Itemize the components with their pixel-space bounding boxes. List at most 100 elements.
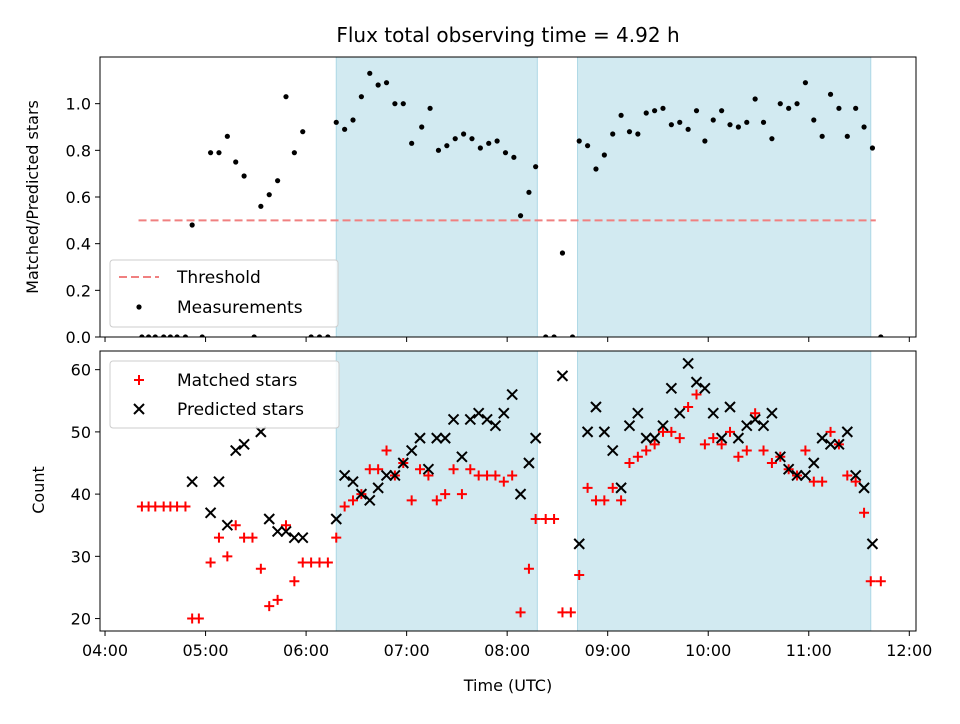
predicted-star-point — [816, 432, 828, 444]
matched-star-point — [842, 470, 853, 481]
predicted-star-point — [472, 407, 485, 419]
matched-star-point — [322, 557, 333, 568]
measurement-point — [719, 108, 725, 114]
measurement-point — [316, 334, 323, 337]
matched-star-point — [825, 426, 836, 437]
predicted-star-point — [204, 507, 217, 519]
matched-star-point — [272, 594, 283, 605]
bottom-y-tick-label: 40 — [71, 485, 91, 504]
matched-star-point — [339, 501, 350, 512]
matched-star-point — [239, 532, 250, 543]
matched-star-point — [808, 476, 819, 487]
x-tick-label: 10:00 — [685, 641, 731, 660]
top-plot-area — [138, 57, 884, 337]
matched-star-point — [297, 557, 308, 568]
measurement-point — [233, 159, 239, 165]
measurement-point — [342, 126, 348, 132]
matched-star-point — [766, 458, 777, 468]
legend-measurements-swatch — [136, 304, 142, 310]
matched-star-point — [230, 520, 241, 531]
matched-star-point — [306, 557, 317, 568]
predicted-star-point — [330, 513, 342, 525]
predicted-star-point — [255, 426, 267, 438]
bottom-observing-window-2 — [577, 351, 872, 631]
measurement-point — [486, 140, 492, 146]
predicted-star-point — [774, 451, 786, 463]
predicted-star-point — [506, 388, 518, 401]
matched-star-point — [523, 563, 534, 574]
bottom-y-tick-label: 20 — [71, 610, 91, 629]
predicted-star-point — [732, 432, 745, 444]
matched-star-point — [549, 514, 560, 524]
predicted-star-point — [799, 469, 812, 482]
matched-star-point — [364, 464, 375, 475]
matched-star-point — [649, 439, 660, 450]
measurement-point — [199, 334, 205, 337]
predicted-star-point — [422, 463, 435, 475]
measurement-point — [207, 150, 214, 156]
matched-star-point — [716, 439, 727, 450]
bottom-panel: 20 30 40 50 60 04:00 05:00 06:00 07:00 08:00 09:00… — [71, 350, 932, 660]
legend-threshold-label: Threshold — [176, 268, 261, 288]
measurement-point — [300, 129, 306, 135]
measurement-point — [182, 334, 189, 337]
predicted-star-point — [213, 475, 225, 488]
predicted-star-point — [581, 426, 594, 438]
matched-star-point — [448, 464, 459, 475]
bottom-legend — [109, 360, 340, 429]
measurement-point — [511, 154, 517, 160]
predicted-star-point — [347, 475, 359, 488]
top-y-tick-label: 0.8 — [66, 141, 91, 160]
measurement-point — [710, 117, 716, 123]
matched-star-point — [406, 495, 417, 506]
matched-star-point — [456, 489, 467, 500]
measurement-point — [569, 334, 576, 337]
measurement-point — [635, 131, 641, 137]
predicted-star-point — [338, 469, 351, 482]
top-y-axis-label: Matched/Predicted stars — [23, 100, 42, 294]
predicted-star-point — [715, 432, 728, 444]
matched-star-point — [865, 576, 876, 587]
predicted-star-point — [648, 432, 661, 444]
matched-star-point — [150, 501, 161, 512]
measurement-point — [427, 105, 433, 111]
predicted-star-point — [514, 488, 527, 500]
measurement-point — [266, 192, 272, 198]
predicted-star-point — [489, 419, 502, 432]
matched-star-point — [590, 495, 601, 506]
bottom-observing-window-1 — [335, 351, 538, 631]
predicted-star-point — [498, 407, 510, 419]
measurement-point — [752, 96, 758, 102]
matched-star-point — [641, 445, 652, 456]
predicted-star-point — [766, 407, 778, 419]
predicted-star-point — [431, 432, 443, 444]
matched-star-point — [750, 408, 761, 419]
measurement-point — [760, 119, 767, 125]
measurement-point — [251, 334, 257, 337]
x-tick-label: 09:00 — [585, 641, 631, 660]
predicted-star-point — [238, 438, 250, 451]
measurement-point — [283, 94, 289, 100]
measurement-point — [853, 105, 859, 111]
predicted-star-point — [623, 419, 636, 432]
matched-star-point — [172, 501, 183, 512]
predicted-star-point — [271, 525, 284, 538]
predicted-star-point — [690, 376, 703, 388]
measurement-point — [551, 334, 557, 337]
measurement-point — [735, 124, 741, 130]
matched-star-point — [800, 445, 811, 456]
predicted-star-point — [523, 457, 535, 469]
predicted-star-point — [414, 432, 426, 444]
matched-star-point — [373, 464, 384, 475]
measurement-point — [769, 136, 775, 142]
matched-star-point — [255, 563, 266, 574]
measurement-point — [494, 138, 500, 144]
predicted-star-point — [456, 451, 468, 463]
matched-star-point — [465, 464, 476, 475]
matched-star-point — [565, 607, 576, 618]
predicted-star-point — [556, 370, 569, 382]
measurement-point — [593, 166, 599, 172]
predicted-star-point — [833, 438, 845, 451]
